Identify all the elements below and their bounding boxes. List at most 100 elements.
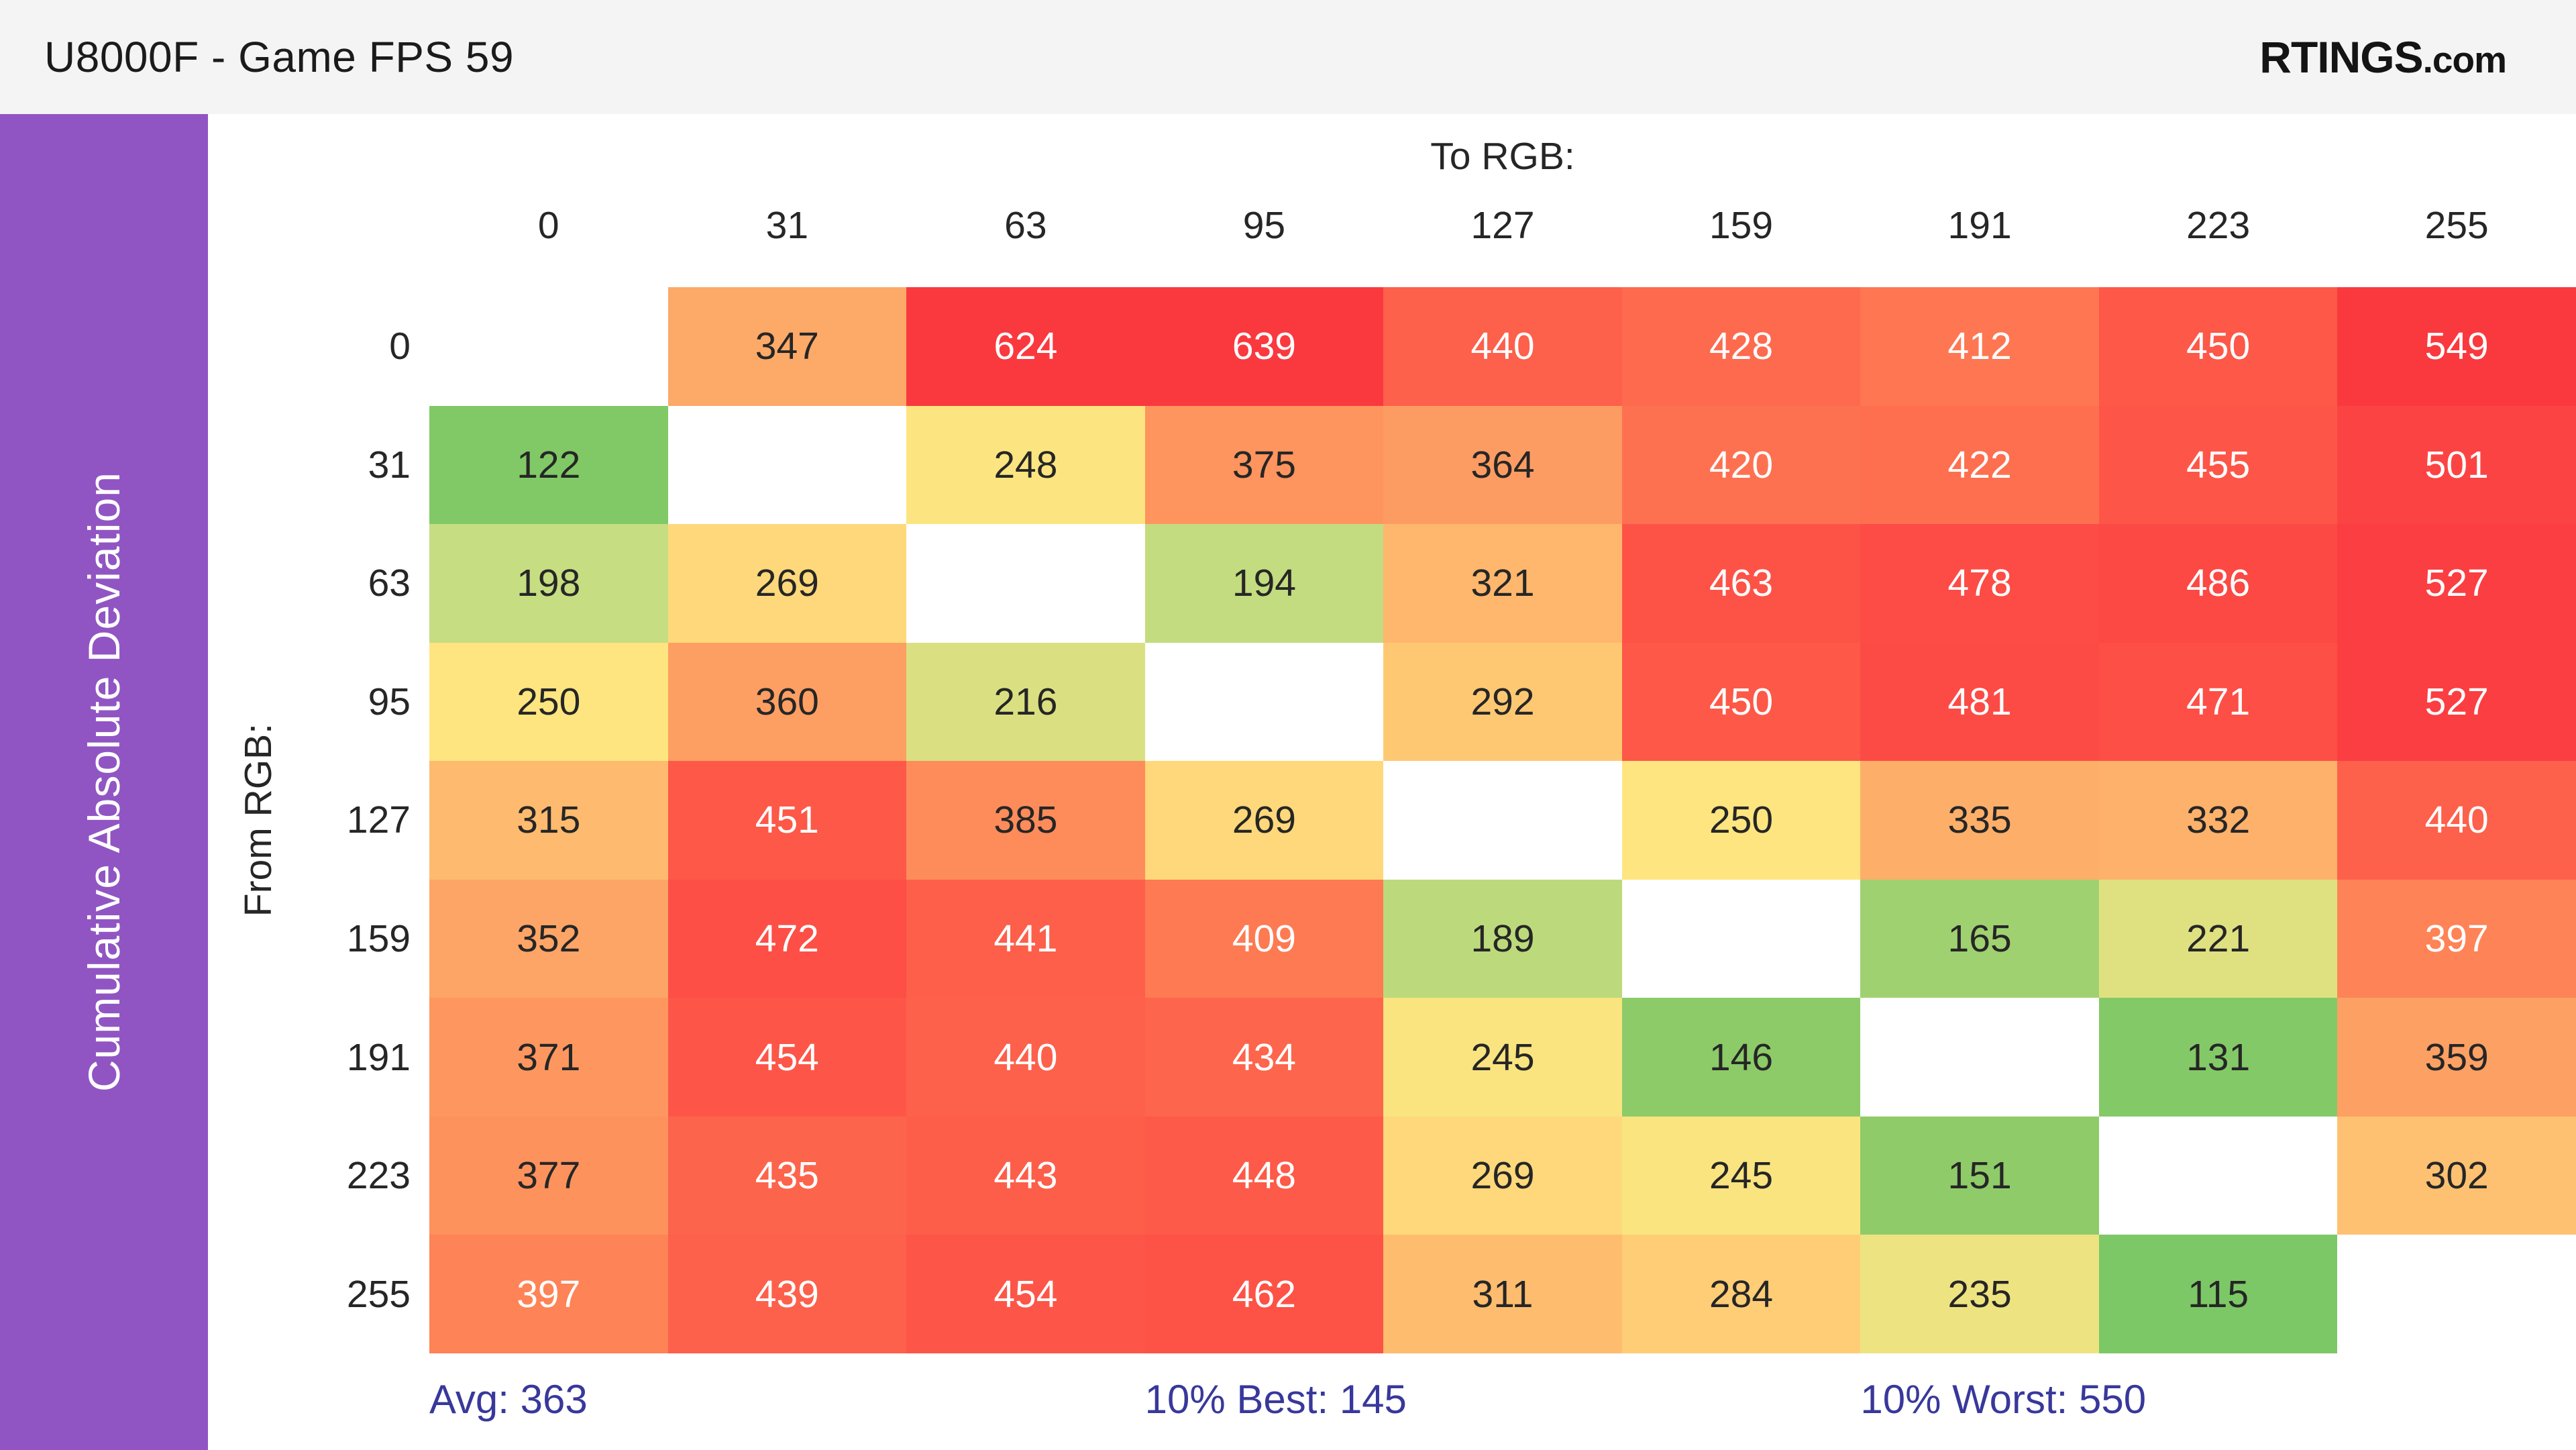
heatmap-cell-63-223: 486 [2098, 524, 2338, 643]
heatmap-cell-31-191: 422 [1860, 405, 2099, 525]
row-label-63: 63 [368, 562, 411, 605]
heatmap-cell-191-95: 434 [1144, 998, 1384, 1117]
heatmap-cell-95-95 [1144, 642, 1384, 762]
header-bar: U8000F - Game FPS 59 RTINGS .com [0, 0, 2576, 114]
metric-sidebar: Cumulative Absolute Deviation [0, 114, 208, 1450]
heatmap-cell-223-127: 269 [1383, 1116, 1622, 1235]
heatmap-cell-191-0: 371 [429, 998, 668, 1117]
heatmap-cell-0-255: 549 [2337, 287, 2576, 406]
rtings-logo: RTINGS .com [2259, 32, 2576, 83]
heatmap-cell-0-127: 440 [1383, 287, 1622, 406]
heatmap-cell-223-255: 302 [2337, 1116, 2576, 1235]
column-headers: 0 31 63 95 127 159 191 223 255 [429, 199, 2576, 252]
heatmap-cell-127-191: 335 [1860, 761, 2099, 880]
heatmap-cell-31-0: 122 [429, 405, 668, 525]
heatmap-cell-255-159: 284 [1621, 1235, 1861, 1353]
heatmap-cell-127-0: 315 [429, 761, 668, 880]
heatmap-cell-127-159: 250 [1621, 761, 1861, 880]
heatmap-cell-0-31: 347 [667, 287, 907, 406]
row-label-223: 223 [346, 1154, 411, 1198]
heatmap-cell-95-223: 471 [2098, 642, 2338, 762]
rtings-logo-main: RTINGS [2259, 32, 2423, 82]
heatmap-cell-31-95: 375 [1144, 405, 1384, 525]
heatmap-cell-31-159: 420 [1621, 405, 1861, 525]
stat-10pct-worst: 10% Worst: 550 [1860, 1376, 2147, 1422]
page-title: U8000F - Game FPS 59 [44, 33, 515, 81]
heatmap-cell-0-191: 412 [1860, 287, 2099, 406]
heatmap-cell-191-63: 440 [906, 998, 1145, 1117]
heatmap-cell-159-31: 472 [667, 879, 907, 998]
heatmap-cell-63-63 [906, 524, 1145, 643]
row-axis-title-text: From RGB: [237, 723, 280, 917]
column-header-159: 159 [1709, 204, 1774, 247]
heatmap-cell-159-159 [1621, 879, 1861, 998]
heatmap-cell-63-31: 269 [667, 524, 907, 643]
row-axis-title: From RGB: [221, 287, 295, 1353]
heatmap-cell-255-0: 397 [429, 1235, 668, 1353]
metric-sidebar-label: Cumulative Absolute Deviation [79, 472, 129, 1092]
stat-10pct-best: 10% Best: 145 [1144, 1376, 1407, 1422]
heatmap-cell-0-95: 639 [1144, 287, 1384, 406]
column-header-191: 191 [1947, 204, 2012, 247]
heatmap-cell-95-255: 527 [2337, 642, 2576, 762]
heatmap-cell-0-0 [429, 287, 668, 406]
heatmap-cell-159-255: 397 [2337, 879, 2576, 998]
heatmap-cell-127-127 [1383, 761, 1622, 880]
heatmap-cell-95-127: 292 [1383, 642, 1622, 762]
column-header-0: 0 [537, 204, 559, 247]
heatmap-cell-255-95: 462 [1144, 1235, 1384, 1353]
heatmap-cell-223-95: 448 [1144, 1116, 1384, 1235]
heatmap-cell-223-63: 443 [906, 1116, 1145, 1235]
heatmap-cell-0-223: 450 [2098, 287, 2338, 406]
heatmap-cell-63-0: 198 [429, 524, 668, 643]
heatmap-cell-95-191: 481 [1860, 642, 2099, 762]
heatmap-cell-255-31: 439 [667, 1235, 907, 1353]
column-header-31: 31 [765, 204, 809, 247]
heatmap-cell-159-0: 352 [429, 879, 668, 998]
heatmap-cell-31-63: 248 [906, 405, 1145, 525]
heatmap-cell-63-127: 321 [1383, 524, 1622, 643]
column-axis-title: To RGB: [1430, 135, 1575, 178]
heatmap-cell-63-255: 527 [2337, 524, 2576, 643]
heatmap-cell-159-95: 409 [1144, 879, 1384, 998]
heatmap-cell-223-159: 245 [1621, 1116, 1861, 1235]
row-label-127: 127 [346, 798, 411, 842]
heatmap-cell-255-63: 454 [906, 1235, 1145, 1353]
heatmap-cell-31-223: 455 [2098, 405, 2338, 525]
heatmap-cell-191-223: 131 [2098, 998, 2338, 1117]
row-label-0: 0 [389, 325, 411, 368]
row-label-191: 191 [346, 1035, 411, 1079]
heatmap-cell-63-159: 463 [1621, 524, 1861, 643]
row-labels: 0 31 63 95 127 159 191 223 255 [208, 287, 411, 1353]
row-label-255: 255 [346, 1272, 411, 1316]
heatmap-cell-159-127: 189 [1383, 879, 1622, 998]
row-label-159: 159 [346, 917, 411, 961]
column-header-223: 223 [2186, 204, 2251, 247]
heatmap-cell-191-159: 146 [1621, 998, 1861, 1117]
heatmap-cell-127-255: 440 [2337, 761, 2576, 880]
heatmap-cell-223-191: 151 [1860, 1116, 2099, 1235]
heatmap-cell-127-31: 451 [667, 761, 907, 880]
heatmap-cell-95-159: 450 [1621, 642, 1861, 762]
heatmap-cell-191-31: 454 [667, 998, 907, 1117]
heatmap-cell-223-31: 435 [667, 1116, 907, 1235]
heatmap-cell-191-191 [1860, 998, 2099, 1117]
heatmap-cell-127-223: 332 [2098, 761, 2338, 880]
column-header-95: 95 [1242, 204, 1286, 247]
heatmap-cell-159-63: 441 [906, 879, 1145, 998]
heatmap-cell-63-191: 478 [1860, 524, 2099, 643]
heatmap-cell-0-159: 428 [1621, 287, 1861, 406]
row-label-95: 95 [368, 680, 411, 723]
column-header-63: 63 [1004, 204, 1047, 247]
heatmap-cell-191-127: 245 [1383, 998, 1622, 1117]
column-header-255: 255 [2424, 204, 2489, 247]
heatmap-cell-127-63: 385 [906, 761, 1145, 880]
heatmap-cell-127-95: 269 [1144, 761, 1384, 880]
heatmap-cell-0-63: 624 [906, 287, 1145, 406]
stat-average: Avg: 363 [429, 1376, 588, 1422]
heatmap-cell-223-223 [2098, 1116, 2338, 1235]
column-header-127: 127 [1470, 204, 1535, 247]
heatmap-cell-255-191: 235 [1860, 1235, 2099, 1353]
heatmap-cell-159-191: 165 [1860, 879, 2099, 998]
heatmap-cell-95-0: 250 [429, 642, 668, 762]
